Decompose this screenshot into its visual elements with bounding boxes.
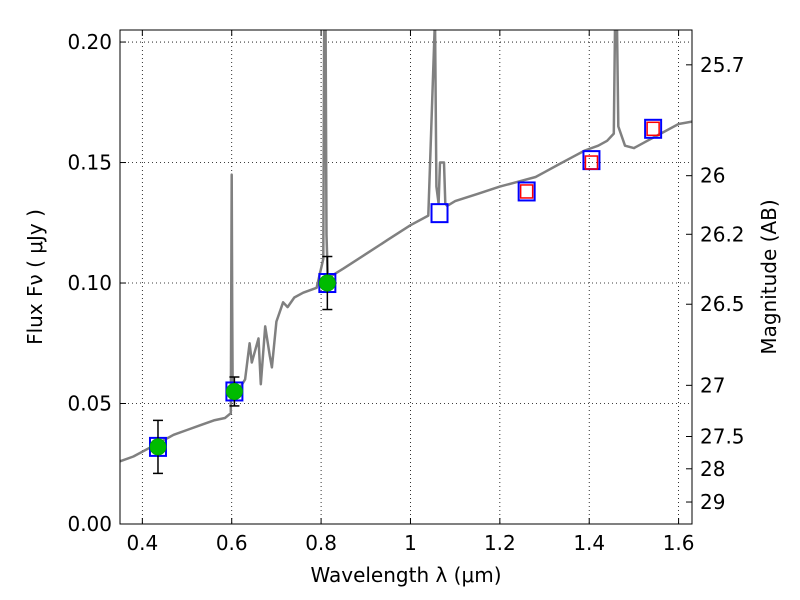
model-photometry-blue-square bbox=[644, 118, 663, 139]
x-tick-label: 0.8 bbox=[305, 531, 337, 555]
observed-photometry-point bbox=[149, 438, 167, 456]
y-axis-title: Flux Fν ( μJy ) bbox=[23, 209, 47, 345]
x-tick-label: 0.4 bbox=[126, 531, 158, 555]
model-photometry-blue-square bbox=[517, 181, 536, 202]
x-tick-label: 1.2 bbox=[484, 531, 516, 555]
y-tick-label: 0.00 bbox=[67, 512, 112, 536]
y-tick-label: 0.10 bbox=[67, 271, 112, 295]
mag-tick-label: 26.2 bbox=[700, 222, 745, 246]
observed-photometry-point bbox=[318, 274, 336, 292]
mag-tick-label: 27 bbox=[700, 373, 725, 397]
y-tick-label: 0.15 bbox=[67, 151, 112, 175]
data-layer bbox=[120, 30, 692, 475]
x-axis-title: Wavelength λ (μm) bbox=[310, 563, 501, 587]
plot-frame bbox=[119, 29, 693, 525]
mag-tick-label: 28 bbox=[700, 457, 725, 481]
tick-layer: 0.4 0.6 0.8 1 1.2 1.4 1.6 0.00 0.05 0.10 0.15 0.20 2… bbox=[67, 30, 745, 555]
model-photometry-red-square bbox=[519, 184, 534, 199]
mag-tick-label: 29 bbox=[700, 490, 725, 514]
x-tick-label: 1.6 bbox=[663, 531, 695, 555]
mag-tick-label: 27.5 bbox=[700, 425, 745, 449]
mag-tick-label: 26.5 bbox=[700, 292, 745, 316]
mag-tick-label: 26 bbox=[700, 164, 725, 188]
model-photometry-blue-square bbox=[430, 203, 449, 224]
y-tick-label: 0.20 bbox=[67, 30, 112, 54]
mag-tick-label: 25.7 bbox=[700, 53, 745, 77]
x-tick-label: 0.6 bbox=[216, 531, 248, 555]
observed-photometry-point bbox=[225, 382, 243, 400]
x-tick-label: 1 bbox=[404, 531, 417, 555]
model-photometry-red-square bbox=[646, 121, 660, 137]
x-tick-label: 1.4 bbox=[573, 531, 605, 555]
y2-axis-title: Magnitude (AB) bbox=[757, 199, 781, 354]
model-photometry-red-square bbox=[584, 155, 599, 170]
y-tick-label: 0.05 bbox=[67, 392, 112, 416]
